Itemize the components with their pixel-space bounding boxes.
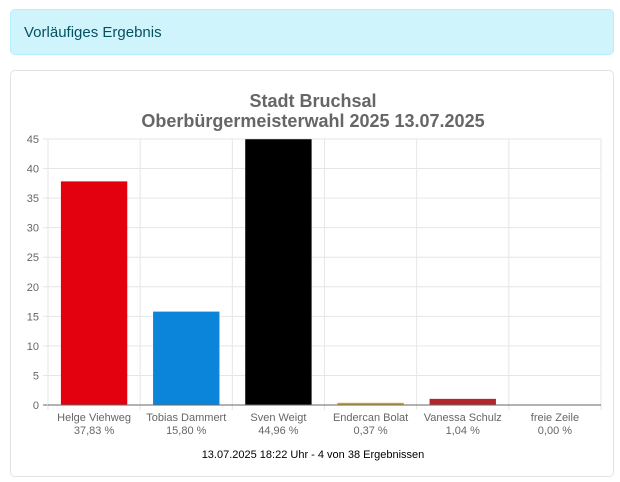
y-tick-label: 40 — [27, 164, 39, 176]
chart-footer: 13.07.2025 18:22 Uhr - 4 von 38 Ergebnis… — [201, 449, 425, 461]
x-tick-label: Vanessa Schulz — [424, 412, 502, 424]
y-tick-label: 30 — [27, 223, 39, 235]
x-tick-label: Tobias Dammert — [146, 412, 226, 424]
y-tick-label: 45 — [27, 134, 39, 146]
x-percent-label: 44,96 % — [258, 425, 299, 437]
x-tick-label: freie Zeile — [531, 412, 579, 424]
y-tick-label: 20 — [27, 282, 39, 294]
chart-card: Stadt Bruchsal Oberbürgermeisterwahl 202… — [10, 70, 614, 477]
x-tick-label: Helge Viehweg — [57, 412, 131, 424]
x-tick-label: Sven Weigt — [250, 412, 306, 424]
y-tick-label: 5 — [33, 370, 39, 382]
bar-3 — [245, 139, 312, 405]
bar-2 — [153, 311, 220, 405]
y-tick-label: 35 — [27, 193, 39, 205]
x-percent-label: 0,00 % — [538, 425, 572, 437]
bar-4 — [337, 402, 404, 405]
y-tick-label: 25 — [27, 252, 39, 264]
y-tick-label: 10 — [27, 341, 39, 353]
y-tick-label: 0 — [33, 400, 39, 412]
bar-5 — [429, 398, 496, 405]
chart-title: Stadt Bruchsal — [249, 91, 377, 111]
x-percent-label: 37,83 % — [74, 425, 115, 437]
x-percent-label: 1,04 % — [446, 425, 480, 437]
alert-text: Vorläufiges Ergebnis — [24, 23, 162, 41]
y-tick-label: 15 — [27, 311, 39, 323]
x-percent-label: 15,80 % — [166, 425, 207, 437]
x-percent-label: 0,37 % — [353, 425, 387, 437]
x-tick-label: Endercan Bolat — [333, 412, 408, 424]
status-alert: Vorläufiges Ergebnis — [10, 9, 614, 55]
chart-subtitle: Oberbürgermeisterwahl 2025 13.07.2025 — [141, 111, 485, 131]
bar-1 — [60, 181, 128, 405]
